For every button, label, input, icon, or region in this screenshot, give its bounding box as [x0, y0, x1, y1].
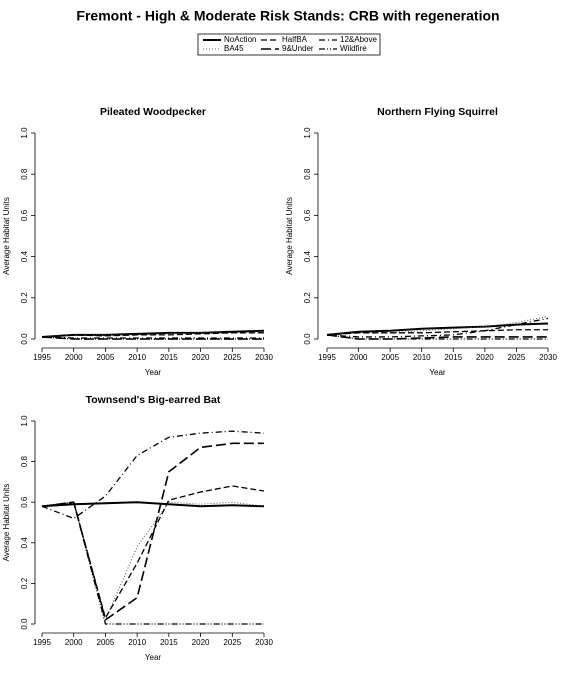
- x-tick-label: 2015: [444, 353, 462, 362]
- y-axis-label: Average Habitat Units: [2, 197, 11, 275]
- legend-box: [197, 33, 381, 56]
- legend-label: HalfBA: [282, 35, 308, 44]
- y-tick-label: 0.0: [20, 618, 29, 630]
- series-line: [41, 501, 265, 508]
- x-tick-label: 2020: [192, 638, 210, 647]
- series-line: [326, 322, 549, 336]
- y-tick-label: 0.8: [20, 455, 29, 467]
- y-tick-label: 1.0: [20, 127, 29, 139]
- x-tick-label: 2000: [350, 353, 368, 362]
- x-tick-label: 2025: [223, 353, 241, 362]
- panel-title: Townsend's Big-earred Bat: [86, 394, 221, 406]
- x-axis-label: Year: [429, 368, 446, 377]
- series-line: [41, 329, 265, 338]
- legend-label: BA45: [224, 44, 244, 53]
- series-line: [41, 501, 265, 622]
- x-tick-label: 2025: [223, 638, 241, 647]
- y-tick-label: 0.0: [303, 333, 312, 345]
- x-tick-label: 2000: [65, 353, 83, 362]
- legend-label: 9&Under: [282, 44, 314, 53]
- y-tick-label: 0.0: [20, 333, 29, 345]
- series-line: [41, 332, 264, 338]
- x-axis-label: Year: [145, 368, 162, 377]
- x-tick-label: 2015: [160, 638, 178, 647]
- series-line: [41, 430, 265, 520]
- x-axis-label: Year: [145, 653, 162, 662]
- legend-label: NoAction: [224, 35, 256, 44]
- y-tick-label: 0.2: [20, 577, 29, 589]
- x-tick-label: 2005: [97, 638, 115, 647]
- y-axis-label: Average Habitat Units: [2, 484, 11, 562]
- figure-title: Fremont - High & Moderate Risk Stands: C…: [76, 8, 499, 24]
- y-tick-label: 0.8: [20, 168, 29, 180]
- y-tick-label: 0.6: [303, 209, 312, 221]
- x-tick-label: 2030: [255, 638, 273, 647]
- y-tick-label: 0.4: [303, 250, 312, 262]
- x-tick-label: 2030: [255, 353, 273, 362]
- x-tick-label: 2010: [128, 638, 146, 647]
- x-tick-label: 1995: [33, 353, 51, 362]
- x-tick-label: 2000: [65, 638, 83, 647]
- y-tick-label: 0.6: [20, 496, 29, 508]
- x-tick-label: 1995: [33, 638, 51, 647]
- series-line: [326, 334, 548, 340]
- x-tick-label: 2010: [128, 353, 146, 362]
- x-tick-label: 2005: [97, 353, 115, 362]
- x-tick-label: 2005: [381, 353, 399, 362]
- series-line: [326, 329, 548, 336]
- y-tick-label: 1.0: [20, 415, 29, 427]
- y-tick-label: 1.0: [303, 127, 312, 139]
- y-tick-label: 0.4: [20, 537, 29, 549]
- x-tick-label: 2015: [160, 353, 178, 362]
- series-line: [41, 485, 265, 620]
- legend-label: Wildfire: [340, 44, 367, 53]
- x-tick-label: 2030: [539, 353, 557, 362]
- series-line: [326, 317, 549, 338]
- series-line: [41, 336, 264, 340]
- series-line: [41, 336, 264, 339]
- series-line: [326, 334, 548, 340]
- x-tick-label: 2010: [413, 353, 431, 362]
- x-tick-label: 2025: [508, 353, 526, 362]
- y-tick-label: 0.2: [20, 292, 29, 304]
- series-line: [41, 501, 264, 625]
- panel-title: Pileated Woodpecker: [100, 106, 206, 118]
- y-tick-label: 0.4: [20, 250, 29, 262]
- x-tick-label: 2020: [192, 353, 210, 362]
- series-line: [41, 442, 264, 622]
- panel-title: Northern Flying Squirrel: [377, 106, 498, 118]
- y-tick-label: 0.8: [303, 168, 312, 180]
- x-tick-label: 1995: [318, 353, 336, 362]
- legend-label: 12&Above: [340, 35, 377, 44]
- x-tick-label: 2020: [476, 353, 494, 362]
- y-tick-label: 0.2: [303, 292, 312, 304]
- y-tick-label: 0.6: [20, 209, 29, 221]
- y-axis-label: Average Habitat Units: [285, 197, 294, 275]
